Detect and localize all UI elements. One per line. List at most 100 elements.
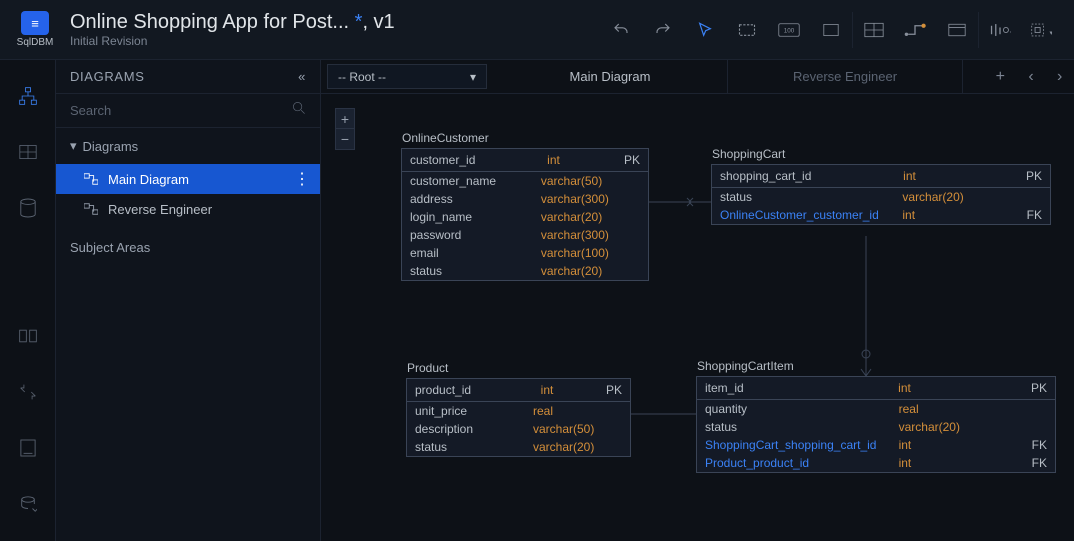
- next-tab-button[interactable]: ›: [1057, 68, 1062, 86]
- column-key: FK: [1019, 438, 1047, 452]
- entity-product[interactable]: Productproduct_idintPKunit_pricerealdesc…: [406, 378, 631, 457]
- column-type: varchar(20): [902, 190, 963, 204]
- zoom-control: + −: [335, 108, 355, 150]
- rail-docs-icon[interactable]: [16, 324, 40, 348]
- column-name: status: [410, 264, 442, 278]
- project-name: Online Shopping App for Post...: [70, 11, 349, 33]
- diagram-icon: [84, 202, 98, 216]
- column-name: status: [415, 440, 447, 454]
- entity-column-row: OnlineCustomer_customer_idintFK: [712, 206, 1050, 224]
- rail-diagrams-icon[interactable]: [16, 84, 40, 108]
- rail-script-icon[interactable]: [16, 436, 40, 460]
- redo-button[interactable]: [642, 12, 684, 48]
- entity-title: ShoppingCartItem: [697, 359, 794, 373]
- prev-tab-button[interactable]: ‹: [1028, 68, 1033, 86]
- rail-compare-icon[interactable]: [16, 380, 40, 404]
- undo-button[interactable]: [600, 12, 642, 48]
- column-name: email: [410, 246, 439, 260]
- column-type: varchar(50): [541, 174, 602, 188]
- column-name: Product_product_id: [705, 456, 809, 470]
- zoom-out-button[interactable]: −: [336, 129, 354, 149]
- svg-text:▾: ▾: [1010, 30, 1011, 37]
- view-options-button[interactable]: ▾: [978, 12, 1020, 48]
- entity-column-row: descriptionvarchar(50): [407, 420, 630, 438]
- column-type: varchar(100): [541, 246, 609, 260]
- add-tab-button[interactable]: +: [996, 68, 1005, 86]
- column-name: address: [410, 192, 453, 206]
- column-key: FK: [1019, 456, 1047, 470]
- side-panel-title: DIAGRAMS: [70, 69, 145, 84]
- search-input[interactable]: [70, 103, 292, 118]
- chevron-down-icon: ▾: [470, 70, 476, 84]
- root-selector-label: -- Root --: [338, 70, 386, 84]
- column-name: OnlineCustomer_customer_id: [720, 208, 879, 222]
- rail-database-icon[interactable]: [16, 196, 40, 220]
- subject-areas-section-header[interactable]: Subject Areas: [56, 224, 320, 265]
- entity-column-row: quantityreal: [697, 400, 1055, 418]
- diagram-canvas[interactable]: + − OnlineCustomercustomer_idintPKcustom…: [321, 94, 1074, 541]
- entity-column-row: passwordvarchar(300): [402, 226, 648, 244]
- fit-100-button[interactable]: 100: [768, 12, 810, 48]
- entity-column-row: customer_name varchar(50): [402, 172, 648, 190]
- entity-onlineCustomer[interactable]: OnlineCustomercustomer_idintPKcustomer_n…: [401, 148, 649, 281]
- entity-column-row: status varchar(20): [712, 188, 1050, 206]
- fit-window-button[interactable]: [810, 12, 852, 48]
- zoom-in-button[interactable]: +: [336, 109, 354, 129]
- rail-tables-icon[interactable]: [16, 140, 40, 164]
- new-view-button[interactable]: [936, 12, 978, 48]
- column-key: FK: [1014, 208, 1042, 222]
- chevron-down-icon: ▾: [70, 138, 77, 154]
- select-rect-tool[interactable]: [726, 12, 768, 48]
- column-type: real: [899, 402, 919, 416]
- entity-column-row: email varchar(100): [402, 244, 648, 262]
- svg-text:▾: ▾: [1049, 30, 1052, 37]
- column-type: int: [899, 438, 912, 452]
- tab-reverse-engineer[interactable]: Reverse Engineer: [728, 60, 963, 93]
- entity-title: ShoppingCart: [712, 147, 785, 161]
- search-row: [56, 94, 320, 128]
- column-type: int: [541, 383, 554, 397]
- diagrams-section-label: Diagrams: [83, 139, 139, 154]
- entity-column-row: Product_product_idintFK: [697, 454, 1055, 472]
- tree-item-main-diagram[interactable]: Main Diagram ⋮: [56, 164, 320, 194]
- collapse-panel-icon[interactable]: «: [298, 69, 306, 84]
- app-logo[interactable]: ≡ SqlDBM: [12, 11, 58, 48]
- new-relationship-button[interactable]: [894, 12, 936, 48]
- tree-item-reverse-engineer[interactable]: Reverse Engineer: [56, 194, 320, 224]
- tree-item-menu-icon[interactable]: ⋮: [294, 169, 310, 189]
- pointer-tool[interactable]: [684, 12, 726, 48]
- rail-export-icon[interactable]: [16, 492, 40, 516]
- column-type: varchar(20): [899, 420, 960, 434]
- tab-main-diagram[interactable]: Main Diagram: [493, 60, 728, 93]
- column-name: ShoppingCart_shopping_cart_id: [705, 438, 876, 452]
- column-name: description: [415, 422, 473, 436]
- diagram-icon: [84, 172, 98, 186]
- column-name: customer_name: [410, 174, 496, 188]
- side-panel: DIAGRAMS « ▾ Diagrams Main Diagram ⋮ Rev…: [56, 60, 321, 541]
- version-label: , v1: [362, 11, 394, 33]
- column-type: varchar(20): [541, 210, 602, 224]
- column-key: PK: [1014, 169, 1042, 183]
- column-name: status: [720, 190, 752, 204]
- entity-shoppingCart[interactable]: ShoppingCartshopping_cart_idintPKstatusv…: [711, 164, 1051, 225]
- entity-pk-row: item_idintPK: [697, 377, 1055, 400]
- entity-title: Product: [407, 361, 448, 375]
- topbar: ≡ SqlDBM Online Shopping App for Post...…: [0, 0, 1074, 60]
- entity-column-row: login_namevarchar(20): [402, 208, 648, 226]
- column-key: PK: [612, 153, 640, 167]
- column-name: status: [705, 420, 737, 434]
- column-name: customer_id: [410, 153, 495, 167]
- logo-icon: ≡: [21, 11, 49, 35]
- diagrams-section-header[interactable]: ▾ Diagrams: [56, 128, 320, 164]
- entity-shoppingCartItem[interactable]: ShoppingCartItemitem_idintPKquantityreal…: [696, 376, 1056, 473]
- column-type: real: [533, 404, 553, 418]
- layout-options-button[interactable]: ▾: [1020, 12, 1062, 48]
- column-type: int: [903, 169, 916, 183]
- column-name: item_id: [705, 381, 790, 395]
- entity-column-row: status varchar(20): [697, 418, 1055, 436]
- new-table-button[interactable]: [852, 12, 894, 48]
- revision-label: Initial Revision: [70, 34, 395, 48]
- search-icon[interactable]: [292, 101, 306, 120]
- column-type: int: [898, 381, 911, 395]
- root-selector[interactable]: -- Root -- ▾: [327, 64, 487, 89]
